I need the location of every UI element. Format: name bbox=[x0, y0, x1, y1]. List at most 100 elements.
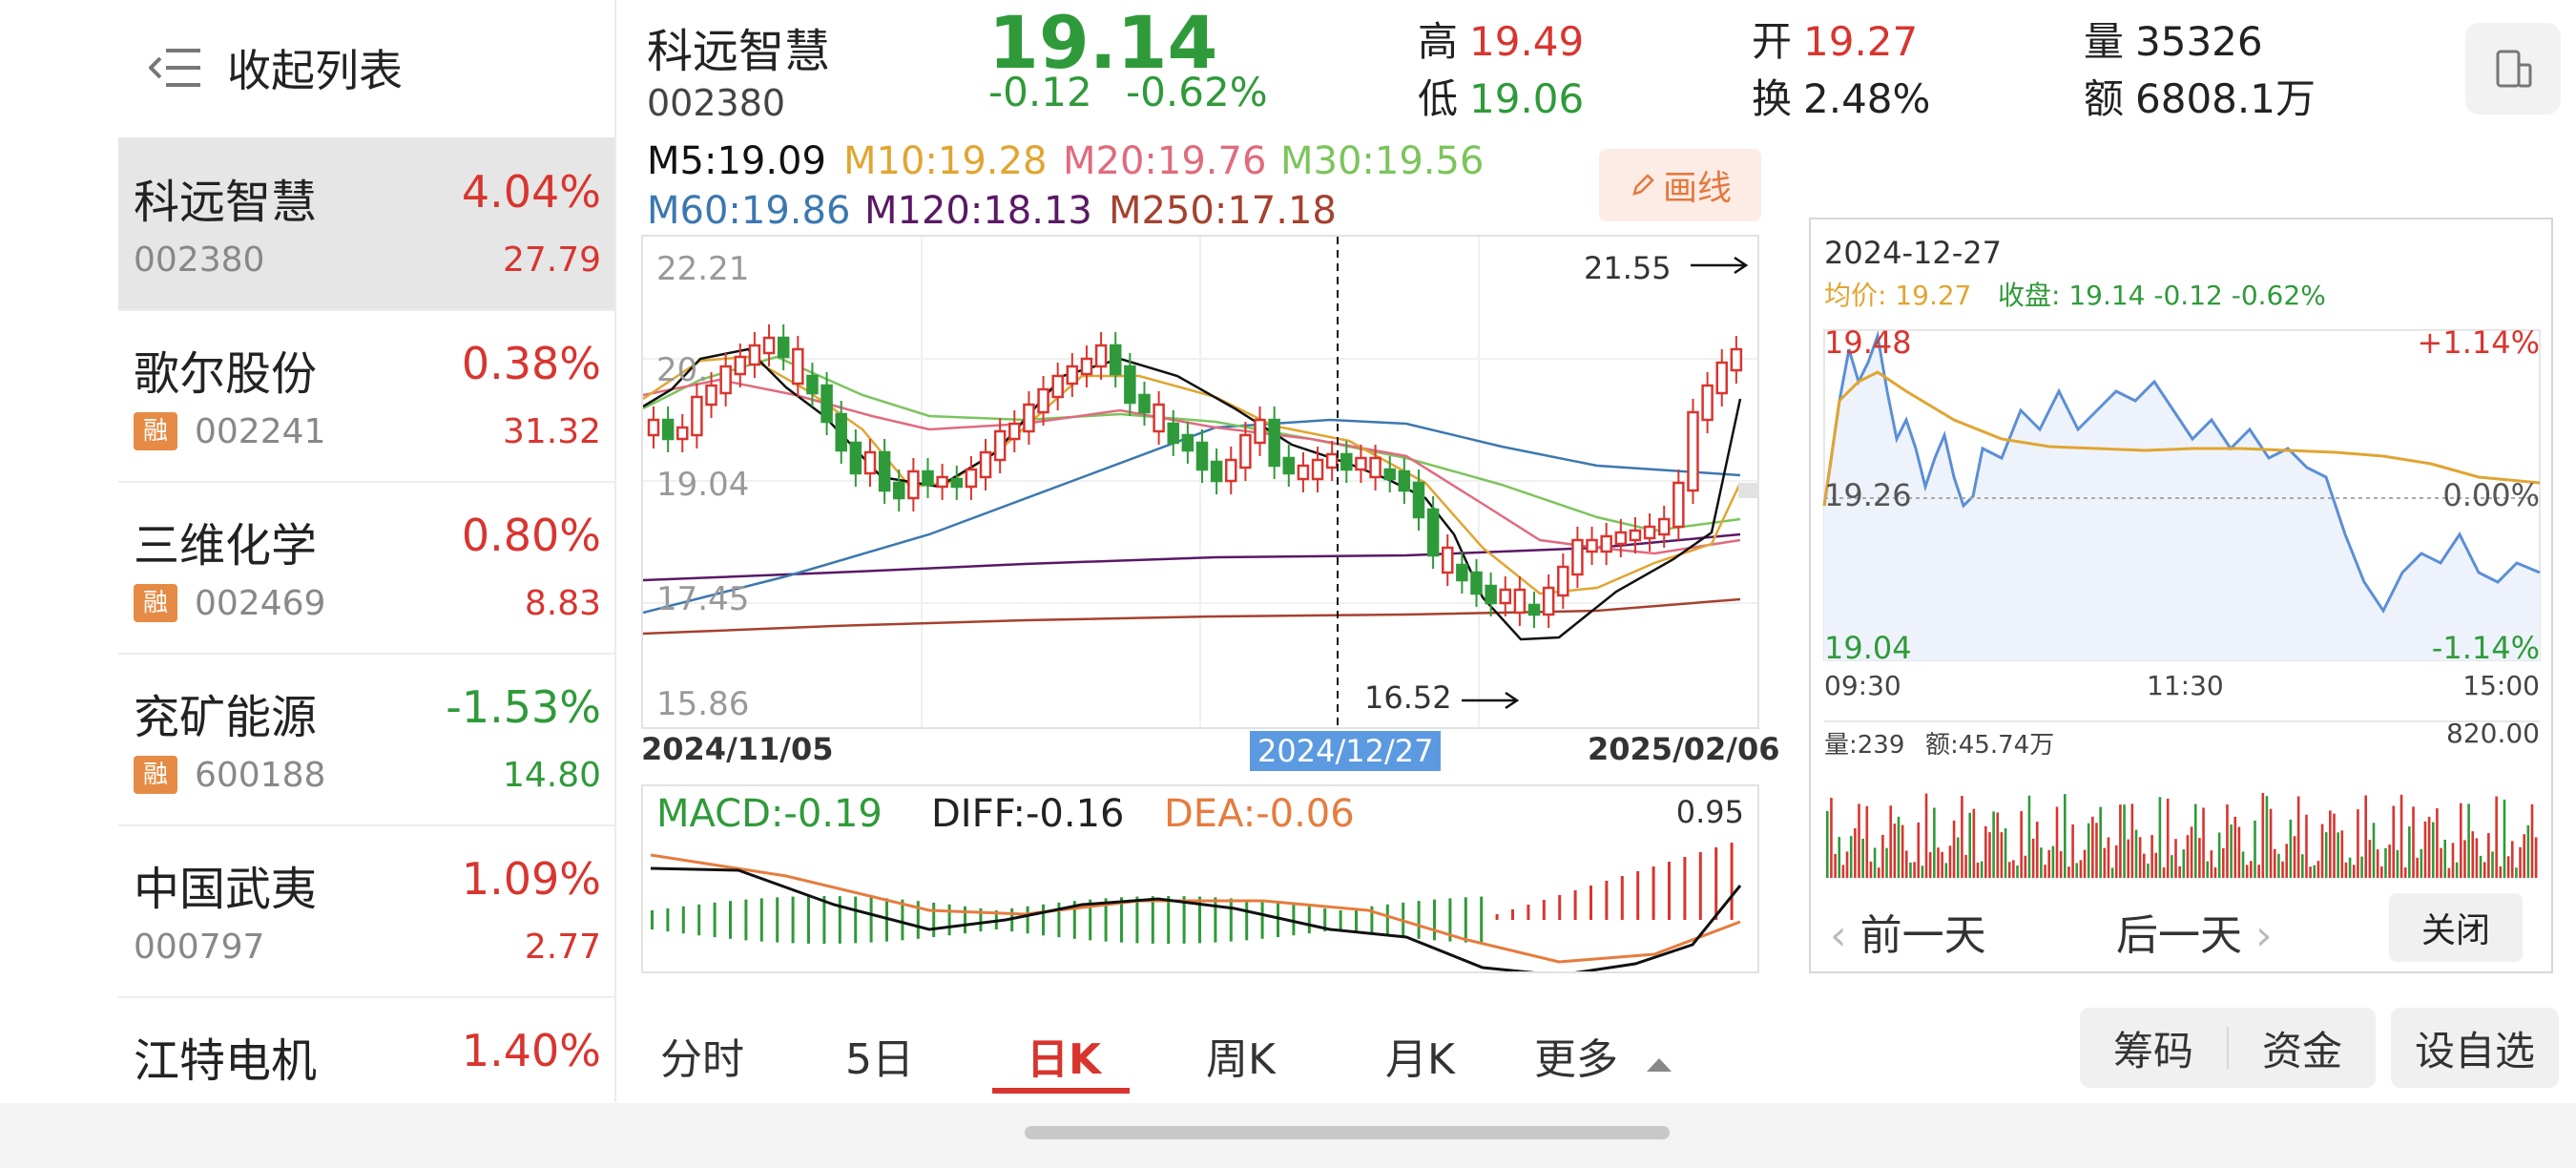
add-watchlist-button[interactable]: 设自选 bbox=[2391, 1008, 2559, 1088]
macd-bar bbox=[1307, 906, 1311, 934]
volume-bar bbox=[1873, 847, 1877, 878]
max-price-label: 21.55 bbox=[1584, 250, 1672, 286]
watchlist-item[interactable]: 中国武夷 1.09% 000797 2.77 bbox=[118, 824, 614, 998]
min-price-label: 16.52 bbox=[1364, 679, 1452, 716]
diff-line bbox=[650, 866, 1742, 971]
volume-bar bbox=[2305, 814, 2308, 878]
x-start-date: 2024/11/05 bbox=[641, 731, 834, 767]
ma250-line bbox=[643, 597, 1741, 636]
ma250-label: M250:17.18 bbox=[1109, 189, 1337, 233]
candle-body bbox=[806, 374, 819, 395]
volume-bar bbox=[2226, 803, 2229, 878]
volume-bar bbox=[2384, 847, 2387, 878]
home-indicator[interactable] bbox=[1025, 1126, 1670, 1139]
volume-bar bbox=[2257, 865, 2260, 878]
draw-line-button[interactable]: 画线 bbox=[1599, 149, 1761, 221]
volume-bar bbox=[2515, 867, 2518, 878]
candle-body bbox=[1557, 565, 1569, 597]
macd-bar bbox=[1057, 902, 1061, 938]
chevron-right-icon: › bbox=[2255, 911, 2273, 960]
stock-name: 歌尔股份 bbox=[134, 347, 318, 401]
watchlist-item[interactable]: 江特电机 1.40% bbox=[118, 996, 614, 1102]
close-popup-button[interactable]: 关闭 bbox=[2389, 893, 2523, 962]
watchlist-item[interactable]: 歌尔股份 0.38% 融 002241 31.32 bbox=[118, 309, 614, 483]
tab-daily-k[interactable]: 日K bbox=[1027, 1035, 1102, 1084]
kline-chart[interactable]: 22.21 20. 19.04 17.45 15.86 21.55 16.52 bbox=[641, 235, 1759, 729]
tab-weekly-k[interactable]: 周K bbox=[1206, 1035, 1276, 1084]
funds-button[interactable]: 资金 bbox=[2261, 1027, 2342, 1074]
volume-bar bbox=[2337, 832, 2339, 878]
macd-bar bbox=[1417, 901, 1421, 939]
watchlist-item[interactable]: 科远智慧 4.04% 002380 27.79 bbox=[118, 137, 614, 311]
tab-more[interactable]: 更多 bbox=[1534, 1025, 1673, 1086]
macd-bar bbox=[1730, 843, 1734, 920]
macd-bar bbox=[1495, 914, 1499, 920]
intraday-time-mid: 11:30 bbox=[2147, 670, 2224, 701]
candle-body bbox=[1715, 361, 1728, 395]
stock-name: 中国武夷 bbox=[134, 863, 318, 916]
volume-bar bbox=[2316, 861, 2320, 878]
intraday-y-bottom: 19.04 bbox=[1824, 630, 1912, 666]
tab-monthly-k[interactable]: 月K bbox=[1385, 1035, 1455, 1084]
candle-body bbox=[762, 336, 776, 355]
volume-bar bbox=[2213, 866, 2217, 878]
next-day-button[interactable]: 后一天 › bbox=[2116, 901, 2273, 962]
popup-date: 2024-12-27 bbox=[1824, 235, 2002, 271]
volume-bar bbox=[2035, 822, 2039, 878]
stock-price: 27.79 bbox=[502, 240, 601, 280]
stock-change-pct: 1.09% bbox=[461, 853, 601, 905]
volume-bar bbox=[2241, 851, 2245, 878]
volume-bar bbox=[1913, 862, 1916, 878]
candle-body bbox=[1153, 403, 1165, 433]
volume-bar bbox=[2016, 865, 2019, 878]
watchlist-item[interactable]: 兖矿能源 -1.53% 融 600188 14.80 bbox=[118, 653, 614, 826]
prev-day-button[interactable]: ‹ 前一天 bbox=[1830, 901, 1986, 962]
volume-bar bbox=[2162, 866, 2166, 878]
candle-body bbox=[1066, 365, 1079, 386]
collapse-list-button[interactable]: 收起列表 bbox=[149, 34, 403, 101]
macd-bar bbox=[1198, 896, 1201, 944]
tab-5day[interactable]: 5日 bbox=[845, 1035, 914, 1084]
volume-bar bbox=[2217, 832, 2221, 878]
macd-bar bbox=[807, 896, 810, 944]
candle-body bbox=[1657, 517, 1671, 536]
volume-bar bbox=[1849, 836, 1853, 878]
macd-bar bbox=[901, 899, 904, 941]
volume-bar bbox=[2158, 797, 2162, 878]
landscape-toggle-button[interactable] bbox=[2465, 23, 2561, 115]
stock-name: 科远智慧 bbox=[134, 176, 318, 229]
macd-bar bbox=[744, 899, 748, 941]
candle-body bbox=[1239, 433, 1252, 469]
volume-bar bbox=[2451, 843, 2455, 878]
tab-intraday[interactable]: 分时 bbox=[660, 1035, 744, 1084]
candle-body bbox=[1470, 571, 1483, 595]
chevron-left-icon: ‹ bbox=[1830, 911, 1847, 960]
stock-name: 三维化学 bbox=[134, 519, 318, 573]
macd-bar bbox=[1683, 857, 1687, 920]
candle-body bbox=[676, 426, 689, 441]
macd-bar bbox=[1527, 905, 1530, 920]
macd-chart[interactable]: MACD:-0.19 DIFF:-0.16 DEA:-0.06 0.95 bbox=[641, 784, 1759, 973]
volume-bar bbox=[1992, 811, 1995, 878]
volume-bar bbox=[1881, 834, 1884, 878]
intraday-pct-bottom: -1.14% bbox=[2431, 630, 2540, 666]
macd-bar bbox=[776, 897, 779, 943]
candle-body bbox=[1542, 586, 1555, 616]
y-tick: 22.21 bbox=[656, 250, 750, 288]
macd-bar bbox=[1120, 897, 1123, 943]
volume-bar bbox=[1980, 861, 1984, 878]
chips-button[interactable]: 筹码 bbox=[2112, 1027, 2193, 1074]
stock-price: 14.80 bbox=[502, 756, 601, 795]
macd-bar bbox=[713, 902, 717, 938]
intraday-fill bbox=[1824, 336, 2540, 660]
volume-bar bbox=[1865, 805, 1869, 878]
candle-body bbox=[1586, 538, 1598, 553]
watchlist-item[interactable]: 三维化学 0.80% 融 002469 8.83 bbox=[118, 481, 614, 655]
volume-bar bbox=[1885, 847, 1888, 878]
volume-bar bbox=[1861, 838, 1864, 878]
volume-bar bbox=[2099, 806, 2102, 878]
volume-bar bbox=[1933, 807, 1936, 878]
volume-bar bbox=[2333, 813, 2336, 878]
macd-bar bbox=[1620, 876, 1624, 920]
volume-bar bbox=[2222, 847, 2225, 878]
